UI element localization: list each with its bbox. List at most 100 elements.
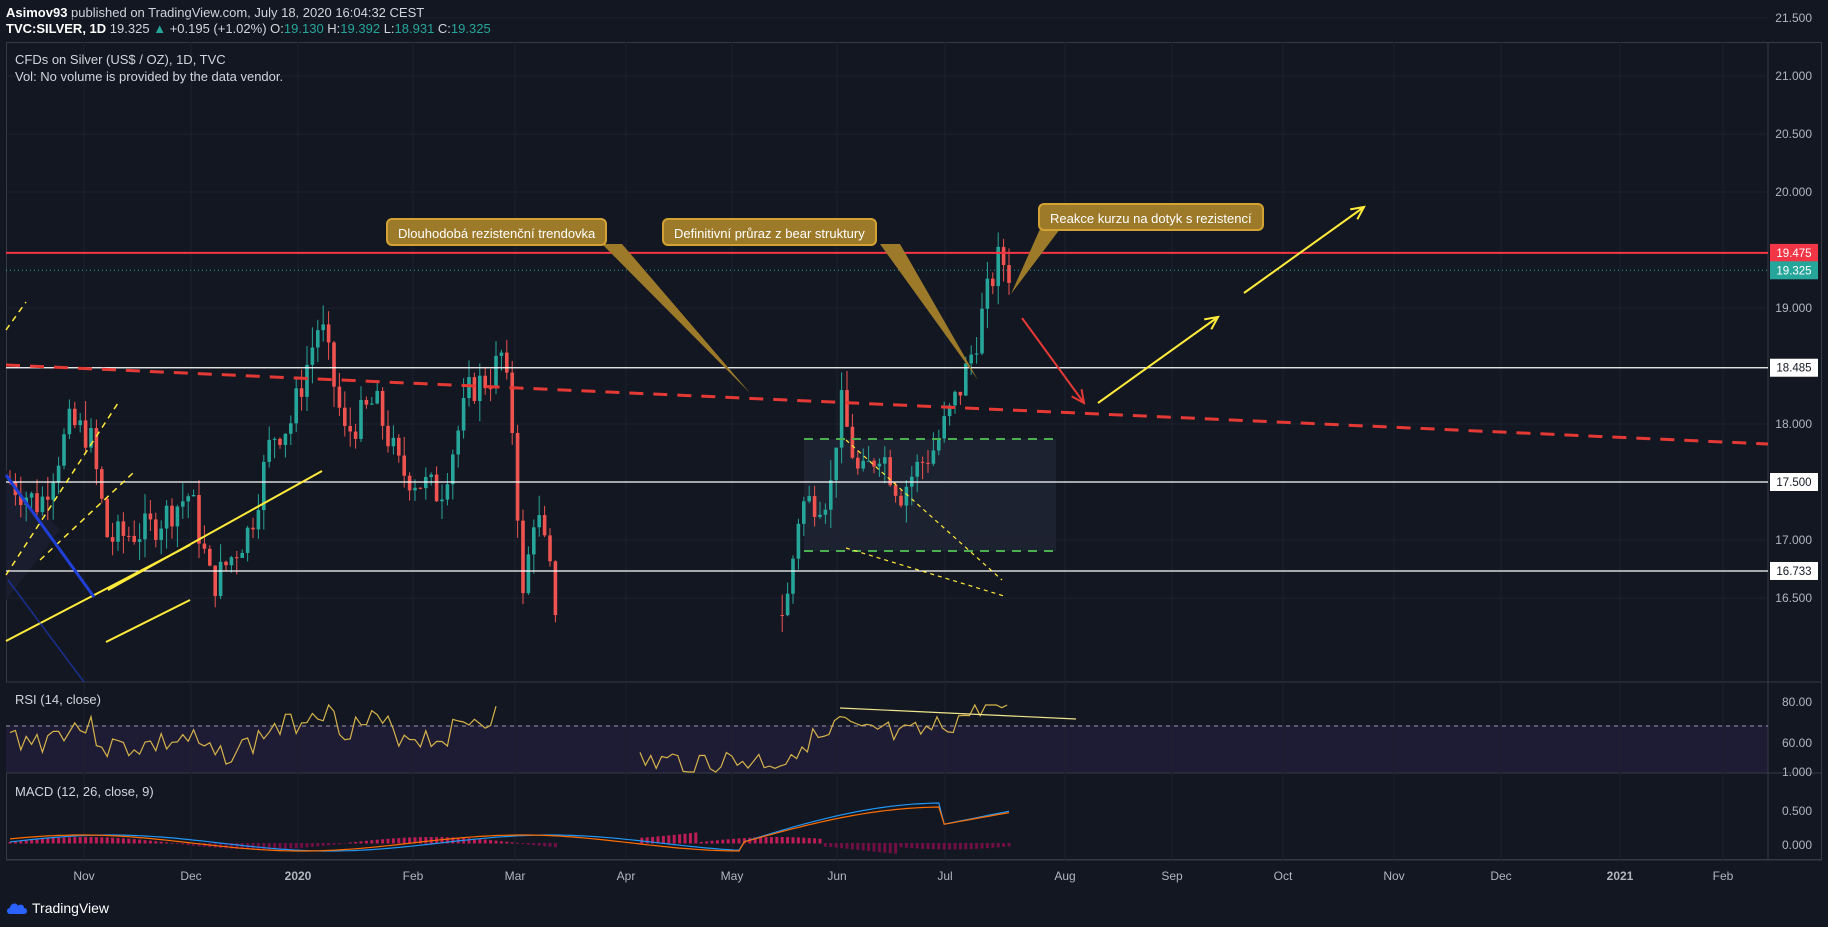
candle-body <box>1001 246 1006 266</box>
candle-body <box>19 495 23 506</box>
macd-histogram-bar <box>62 837 66 844</box>
candle-body <box>100 469 104 499</box>
macd-legend[interactable]: MACD (12, 26, close, 9) <box>15 784 154 799</box>
candle-body <box>154 519 158 540</box>
macd-histogram-bar <box>683 833 687 844</box>
downtrend-line <box>4 474 96 598</box>
macd-line <box>9 802 1010 852</box>
macd-histogram-bar <box>132 839 136 844</box>
macd-histogram-bar <box>737 838 741 844</box>
time-axis-label: Feb <box>1713 869 1734 883</box>
ohlc-o-label: O: <box>270 21 284 36</box>
candle-body <box>321 324 325 331</box>
macd-histogram-bar <box>532 843 536 846</box>
macd-histogram-bar <box>840 843 844 849</box>
macd-histogram-bar <box>84 837 88 844</box>
macd-histogram-bar <box>289 843 293 849</box>
macd-histogram-bar <box>321 843 325 846</box>
macd-histogram-bar <box>948 843 952 850</box>
rsi-line <box>9 703 1008 773</box>
candle-body <box>229 557 234 566</box>
tradingview-logo[interactable]: TradingView <box>6 900 109 916</box>
macd-histogram-bar <box>510 842 514 844</box>
candle-body <box>380 390 385 426</box>
macd-histogram-bar <box>273 843 277 850</box>
candle-body <box>29 493 34 498</box>
macd-histogram-bar <box>451 837 455 844</box>
macd-histogram-bar <box>337 843 341 845</box>
candle-body <box>132 535 136 542</box>
symbol-name[interactable]: TVC:SILVER, 1D <box>6 21 107 36</box>
macd-histogram-bar <box>732 838 736 844</box>
candle-body <box>121 521 126 536</box>
macd-histogram-bar <box>294 843 298 849</box>
price-badge-label: 19.475 <box>1776 248 1811 260</box>
candle-body <box>899 495 903 506</box>
candle-body <box>785 593 790 616</box>
macd-histogram-bar <box>159 841 163 844</box>
candle-body <box>478 375 482 402</box>
macd-histogram-bar <box>845 843 849 849</box>
macd-histogram-bar <box>829 843 833 848</box>
callout-resistance[interactable]: Dlouhodobá rezistenční trendovka <box>386 218 608 246</box>
macd-histogram-bar <box>667 835 671 844</box>
macd-histogram-bar <box>526 843 530 845</box>
macd-histogram-bar <box>46 838 50 844</box>
macd-histogram-bar <box>958 843 962 850</box>
callout-reaction[interactable]: Reakce kurzu na dotyk s rezistencí <box>1038 203 1264 231</box>
candle-body <box>532 527 536 555</box>
candle-body <box>83 420 88 448</box>
macd-histogram-bar <box>472 838 476 844</box>
candle-body <box>137 539 142 542</box>
chart-title[interactable]: CFDs on Silver (US$ / OZ), 1D, TVC <box>15 52 226 67</box>
candle-body <box>964 363 968 396</box>
macd-histogram-bar <box>30 839 34 844</box>
macd-histogram-bar <box>397 838 401 844</box>
macd-histogram-bar <box>73 837 77 844</box>
author-name[interactable]: Asimov93 <box>6 5 68 20</box>
ohlc-c-label: C: <box>437 21 451 36</box>
candle-body <box>856 457 860 469</box>
macd-histogram-bar <box>300 843 304 848</box>
macd-histogram-bar <box>505 841 509 844</box>
candle-body <box>553 561 558 616</box>
candle-body <box>445 484 450 500</box>
candle-body <box>267 439 271 462</box>
price-badge <box>1770 358 1818 377</box>
volume-note: Vol: No volume is provided by the data v… <box>15 69 284 84</box>
macd-histogram-bar <box>154 841 158 844</box>
candle-body <box>186 496 190 502</box>
macd-histogram-bar <box>40 838 44 844</box>
candle-body <box>510 372 514 433</box>
macd-histogram-bar <box>553 843 557 848</box>
macd-histogram-bar <box>931 843 935 850</box>
candle-body <box>391 437 396 447</box>
macd-histogram-bar <box>651 836 655 844</box>
candle-body <box>35 493 39 513</box>
macd-histogram-bar <box>343 843 347 844</box>
macd-histogram-bar <box>521 843 525 845</box>
candle-body <box>62 434 66 466</box>
macd-histogram-bar <box>915 843 919 849</box>
candle-body <box>904 486 909 506</box>
candle-body <box>305 364 309 397</box>
price-badge <box>1770 261 1818 280</box>
candle-body <box>483 375 487 389</box>
macd-histogram-bar <box>953 843 957 850</box>
macd-histogram-bar <box>888 843 892 854</box>
candle-body <box>208 548 212 566</box>
macd-histogram-bar <box>138 839 142 844</box>
macd-histogram-bar <box>240 843 244 850</box>
candle-body <box>850 426 855 458</box>
macd-histogram-bar <box>413 837 417 844</box>
target-arrow-head <box>1350 205 1366 220</box>
macd-histogram-bar <box>381 839 385 844</box>
candle-body <box>202 543 207 549</box>
rsi-legend[interactable]: RSI (14, close) <box>15 692 101 707</box>
ohlc-high: 19.392 <box>340 21 381 36</box>
callout-breakout[interactable]: Definitivní průraz z bear struktury <box>662 218 877 246</box>
macd-histogram-bar <box>170 842 174 844</box>
price-badge <box>1770 561 1818 580</box>
macd-histogram-bar <box>483 839 487 844</box>
